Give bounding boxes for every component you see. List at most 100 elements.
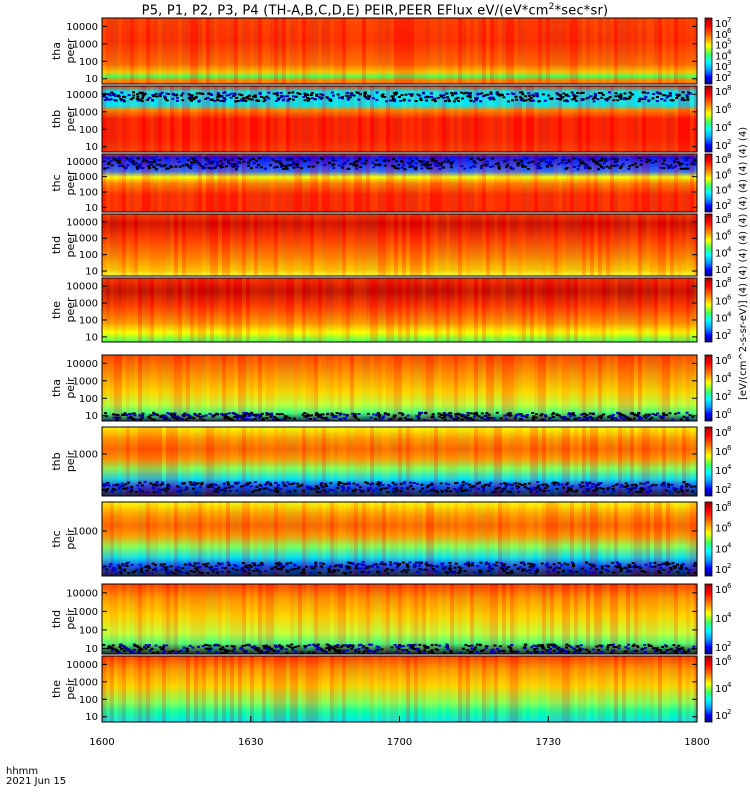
noise-speckle: [620, 416, 624, 419]
noise-speckle: [422, 163, 425, 166]
texture-stripe: [374, 278, 378, 342]
panel-ylabel-product: peir: [64, 678, 77, 700]
texture-stripe: [582, 355, 586, 421]
panel-ylabel-product: peer: [64, 297, 77, 323]
texture-stripe: [418, 355, 422, 421]
noise-speckle: [183, 563, 187, 566]
texture-stripe: [262, 18, 266, 84]
texture-stripe: [678, 584, 682, 654]
noise-speckle: [303, 646, 307, 649]
noise-speckle: [276, 490, 280, 493]
colorbar-tick-label: 10: [715, 657, 728, 668]
noise-speckle: [556, 482, 560, 485]
texture-stripe: [186, 355, 190, 421]
noise-speckle: [393, 644, 397, 646]
texture-stripe: [694, 656, 698, 722]
texture-stripe: [118, 154, 122, 212]
texture-stripe: [362, 656, 366, 722]
texture-stripe: [314, 355, 318, 421]
noise-speckle: [546, 485, 550, 488]
noise-speckle: [284, 563, 288, 566]
texture-stripe: [546, 278, 550, 342]
noise-speckle: [118, 165, 121, 167]
noise-speckle: [135, 93, 139, 96]
texture-stripe: [162, 502, 166, 576]
noise-speckle: [214, 490, 218, 493]
noise-speckle: [429, 163, 432, 166]
texture-stripe: [294, 502, 298, 576]
texture-stripe: [386, 154, 390, 212]
texture-stripe: [370, 18, 374, 84]
texture-stripe: [502, 86, 506, 152]
noise-speckle: [297, 566, 301, 569]
noise-speckle: [216, 562, 220, 565]
texture-stripe: [346, 656, 350, 722]
noise-speckle: [531, 563, 535, 566]
texture-stripe: [342, 278, 346, 342]
texture-stripe: [422, 154, 426, 212]
texture-stripe: [154, 278, 158, 342]
noise-speckle: [302, 571, 306, 574]
noise-speckle: [386, 491, 390, 494]
noise-speckle: [422, 160, 426, 163]
texture-stripe: [342, 355, 346, 421]
noise-speckle: [113, 99, 117, 101]
noise-speckle: [663, 484, 667, 487]
texture-stripe: [194, 18, 198, 84]
noise-speckle: [223, 483, 226, 486]
noise-speckle: [671, 418, 675, 421]
noise-speckle: [335, 412, 339, 415]
texture-stripe: [574, 427, 578, 496]
noise-speckle: [538, 489, 542, 492]
texture-stripe: [306, 355, 310, 421]
noise-speckle: [570, 91, 574, 94]
noise-speckle: [524, 165, 527, 168]
texture-stripe: [146, 502, 150, 576]
noise-speckle: [388, 561, 392, 564]
texture-stripe: [666, 656, 670, 722]
noise-speckle: [408, 561, 412, 564]
texture-stripe: [174, 656, 178, 722]
noise-speckle: [623, 650, 627, 653]
noise-speckle: [598, 487, 602, 489]
noise-speckle: [310, 414, 313, 417]
noise-speckle: [645, 161, 649, 163]
texture-stripe: [378, 427, 382, 496]
texture-stripe: [582, 18, 586, 84]
noise-speckle: [318, 490, 322, 493]
noise-speckle: [558, 650, 562, 653]
noise-speckle: [199, 417, 202, 420]
texture-stripe: [310, 584, 314, 654]
noise-speckle: [574, 95, 578, 98]
colorbar: [704, 277, 713, 343]
noise-speckle: [451, 94, 454, 97]
noise-speckle: [546, 566, 550, 568]
texture-stripe: [478, 584, 482, 654]
texture-stripe: [666, 584, 670, 654]
noise-speckle: [375, 414, 379, 417]
y-tick-label: 10000: [66, 359, 98, 370]
texture-stripe: [150, 214, 154, 276]
texture-stripe: [558, 86, 562, 152]
noise-speckle: [258, 488, 262, 491]
noise-speckle: [401, 413, 405, 416]
noise-speckle: [159, 415, 163, 418]
texture-stripe: [526, 18, 530, 84]
texture-stripe: [210, 427, 214, 496]
texture-stripe: [154, 656, 158, 722]
noise-speckle: [581, 485, 585, 488]
texture-stripe: [634, 656, 638, 722]
noise-speckle: [177, 416, 181, 419]
noise-speckle: [427, 167, 431, 170]
noise-speckle: [106, 98, 110, 101]
noise-speckle: [449, 650, 453, 652]
noise-speckle: [462, 92, 466, 95]
noise-speckle: [489, 91, 493, 94]
texture-stripe: [194, 584, 198, 654]
texture-stripe: [430, 427, 434, 496]
texture-stripe: [602, 355, 606, 421]
texture-stripe: [646, 502, 650, 576]
noise-speckle: [651, 97, 655, 100]
noise-speckle: [131, 162, 135, 165]
noise-speckle: [132, 91, 135, 94]
